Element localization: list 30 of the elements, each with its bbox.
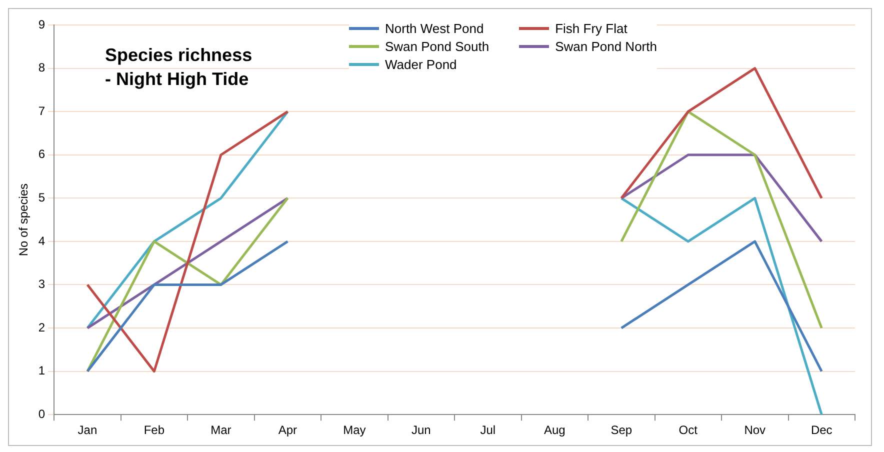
x-tick-label: Jun (411, 423, 431, 438)
x-tick-label: Jan (78, 423, 98, 438)
text: - Night High Tide (105, 68, 250, 91)
y-tick-label: 2 (38, 320, 46, 334)
x-tick-label: Nov (744, 423, 766, 438)
y-axis-title: No of species (16, 183, 31, 256)
legend-label: Swan Pond North (555, 39, 657, 54)
y-tick-label: 6 (38, 147, 46, 162)
legend-label: Swan Pond South (385, 39, 490, 54)
y-tick-label: 9 (38, 17, 46, 32)
x-tick-label: May (343, 423, 366, 438)
text: Species richness (105, 44, 252, 67)
x-tick-label: Mar (210, 423, 232, 438)
x-tick-label: Sep (610, 423, 632, 438)
legend-label: North West Pond (385, 21, 484, 36)
y-tick-label: 7 (38, 104, 46, 118)
y-tick-label: 1 (38, 364, 46, 378)
legend-label: Wader Pond (385, 57, 457, 72)
x-tick-label: Dec (810, 423, 832, 438)
y-tick-label: 4 (38, 234, 46, 248)
y-tick-label: 3 (38, 277, 46, 292)
x-tick-label: Aug (544, 423, 566, 438)
y-tick-label: 8 (38, 60, 46, 75)
x-tick-label: Apr (278, 423, 298, 438)
x-tick-label: Feb (144, 423, 165, 438)
y-tick-label: 0 (38, 406, 46, 421)
y-tick-label: 5 (38, 190, 46, 204)
x-tick-label: Jul (480, 423, 496, 438)
x-tick-label: Oct (678, 423, 698, 438)
legend-label: Fish Fry Flat (555, 21, 628, 36)
